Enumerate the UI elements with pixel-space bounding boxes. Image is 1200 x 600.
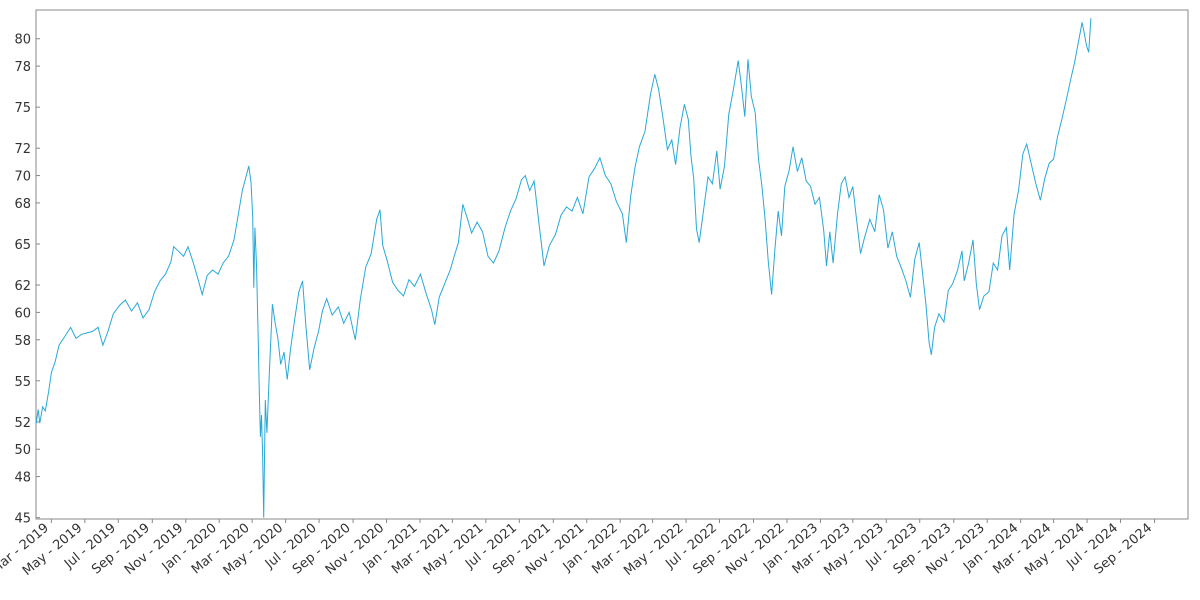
y-tick-label: 65 — [14, 238, 31, 253]
y-axis: 45 48 50 52 55 58 60 62 65 68 70 72 75 78 80 — [14, 33, 40, 527]
y-tick-label: 78 — [14, 60, 31, 75]
series-line — [35, 18, 1092, 518]
y-tick-label: 62 — [14, 279, 31, 294]
y-tick-label: 60 — [14, 306, 31, 321]
y-tick-label: 52 — [14, 416, 31, 431]
plot-frame — [35, 9, 1189, 520]
y-tick-label: 70 — [14, 170, 31, 185]
y-tick-label: 72 — [14, 142, 31, 157]
y-tick-label: 58 — [14, 334, 31, 349]
y-tick-label: 80 — [14, 33, 31, 48]
y-tick-label: 55 — [14, 375, 31, 390]
y-tick-label: 48 — [14, 471, 31, 486]
y-tick-label: 75 — [14, 101, 31, 116]
y-tick-label: 68 — [14, 197, 31, 212]
y-tick-label: 50 — [14, 443, 31, 458]
y-tick-label: 45 — [14, 512, 31, 527]
